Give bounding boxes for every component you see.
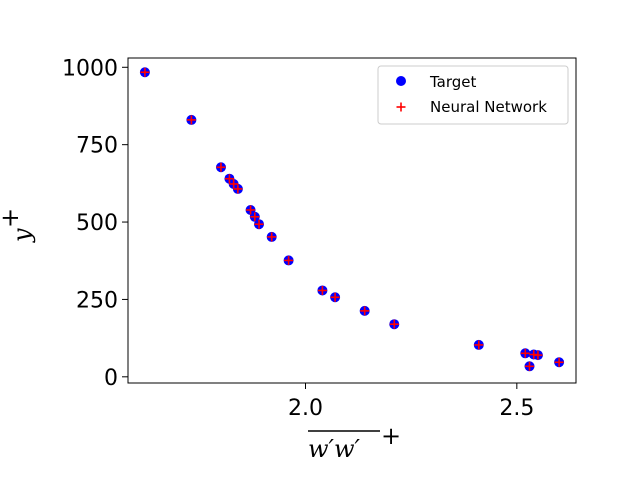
plot-frame <box>127 57 577 384</box>
nn-point <box>284 255 294 265</box>
nn-point <box>233 184 243 194</box>
legend: Target Neural Network <box>377 65 569 125</box>
nn-point <box>250 212 260 222</box>
nn-point <box>389 319 399 329</box>
nn-point <box>246 205 256 215</box>
nn-point <box>267 232 277 242</box>
points-layer <box>139 67 565 372</box>
nn-point <box>254 219 264 229</box>
x-tick-label: 2.0 <box>288 396 323 421</box>
legend-box <box>377 65 569 125</box>
y-axis-label-text: y <box>8 228 36 243</box>
x-axis-label-sup: + <box>381 422 401 450</box>
y-tick-label: 500 <box>76 211 118 236</box>
y-axis-label: y + <box>0 208 36 243</box>
legend-target-marker <box>396 76 406 86</box>
nn-point <box>554 357 564 367</box>
nn-point <box>224 174 234 184</box>
nn-point <box>330 292 340 302</box>
legend-target-label: Target <box>429 73 477 91</box>
x-axis-label: w′w′ + <box>308 422 401 463</box>
nn-point <box>229 179 239 189</box>
nn-point <box>525 361 535 371</box>
y-axis-label-sup: + <box>0 208 24 228</box>
nn-point <box>474 340 484 350</box>
x-tick-label: 2.5 <box>499 396 534 421</box>
nn-point <box>140 67 150 77</box>
nn-point <box>360 306 370 316</box>
y-tick-label: 750 <box>76 134 118 159</box>
nn-point <box>520 348 530 358</box>
ticks-layer: 2.0 2.5 0 250 500 750 1000 <box>62 56 534 421</box>
nn-point <box>533 350 543 360</box>
legend-nn-label: Neural Network <box>430 98 547 116</box>
x-axis-label-text: w′w′ <box>308 435 361 463</box>
y-tick-label: 250 <box>76 288 118 313</box>
nn-point <box>317 285 327 295</box>
legend-nn-marker <box>396 102 406 112</box>
y-tick-label: 0 <box>104 366 118 391</box>
nn-point <box>216 162 226 172</box>
y-tick-label: 1000 <box>62 56 118 81</box>
nn-point <box>186 115 196 125</box>
